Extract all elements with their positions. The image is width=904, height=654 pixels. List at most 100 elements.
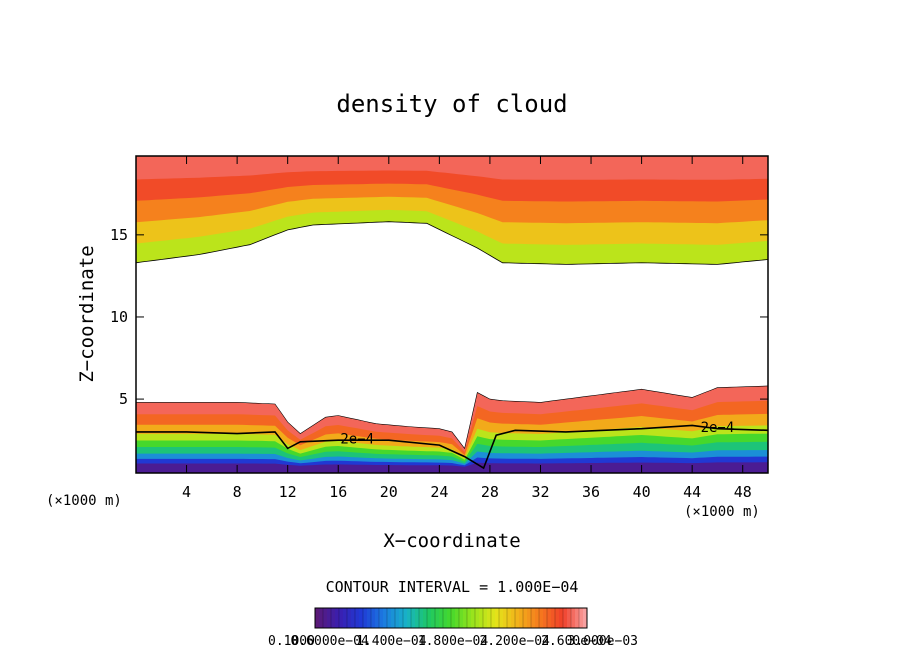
colorbar-cell [483, 608, 488, 628]
x-tick-label: 20 [380, 483, 398, 501]
colorbar-tick-label: 0.1000 [268, 634, 315, 649]
colorbar-cell [459, 608, 464, 628]
colorbar-cell [563, 608, 568, 628]
colorbar-cell [323, 608, 328, 628]
colorbar-cell [423, 608, 428, 628]
lower-band [136, 462, 768, 473]
colorbar-cell [535, 608, 540, 628]
colorbar-cell [427, 608, 432, 628]
colorbar-cell [519, 608, 524, 628]
upper-cloud-layer [136, 156, 768, 265]
colorbar-cell [391, 608, 396, 628]
y-axis-label: Z−coordinate [76, 245, 98, 382]
colorbar-cell [331, 608, 336, 628]
x-unit-right: (×1000 m) [684, 504, 760, 520]
colorbar-cell [559, 608, 564, 628]
colorbar-tick-label: 2.600e−04 [541, 634, 612, 649]
colorbar-cell [387, 608, 392, 628]
colorbar-tick-label: 1.800e−04 [418, 634, 489, 649]
colorbar-cell [479, 608, 484, 628]
colorbar-cell [435, 608, 440, 628]
colorbar-cell [475, 608, 480, 628]
colorbar-cell [455, 608, 460, 628]
colorbar-cell [467, 608, 472, 628]
x-tick-label: 24 [430, 483, 448, 501]
colorbar-cell [503, 608, 508, 628]
colorbar-cell [571, 608, 576, 628]
colorbar-tick-label: 3.000e−03 [568, 634, 638, 649]
x-tick-label: 36 [582, 483, 600, 501]
colorbar-cell [495, 608, 500, 628]
colorbar-cell [411, 608, 416, 628]
x-axis-ticks: 4 8 12 16 20 24 28 32 36 40 44 48 [182, 156, 752, 501]
contour-labels: 2e−4 2e−4 [340, 420, 734, 447]
x-axis-label: X−coordinate [383, 530, 520, 552]
colorbar-cell [399, 608, 404, 628]
colorbar-cell [491, 608, 496, 628]
x-tick-label: 44 [683, 483, 701, 501]
chart-title: density of cloud [336, 90, 567, 118]
colorbar-cell [447, 608, 452, 628]
x-tick-label: 8 [233, 483, 242, 501]
colorbar-cell [347, 608, 352, 628]
x-unit-left: (×1000 m) [46, 493, 122, 509]
y-tick-label: 10 [110, 308, 128, 326]
y-tick-label: 15 [110, 226, 128, 244]
plot-area [136, 156, 768, 473]
colorbar-cell [583, 608, 588, 628]
contour-2e-4-line [136, 424, 768, 470]
x-tick-label: 32 [531, 483, 549, 501]
colorbar-cell [343, 608, 348, 628]
colorbar-cell [363, 608, 368, 628]
colorbar-cell [355, 608, 360, 628]
colorbar-tick-label: 1.400e−04 [356, 634, 427, 649]
colorbar-labels: 0.10000.6000e−041.400e−041.800e−042.200e… [268, 634, 638, 649]
lower-cloud-layer [136, 385, 768, 473]
colorbar-cell [375, 608, 380, 628]
colorbar-cell [383, 608, 388, 628]
colorbar-cell [403, 608, 408, 628]
colorbar-cell [539, 608, 544, 628]
colorbar-cell [407, 608, 412, 628]
x-tick-label: 12 [279, 483, 297, 501]
upper-band [136, 156, 768, 180]
colorbar-cell [431, 608, 436, 628]
y-tick-label: 5 [119, 390, 128, 408]
upper-boundary-line [136, 221, 768, 265]
colorbar-cell [379, 608, 384, 628]
colorbar-cell [555, 608, 560, 628]
colorbar-cell [463, 608, 468, 628]
x-tick-label: 48 [734, 483, 752, 501]
contour-label: 2e−4 [340, 432, 374, 448]
colorbar-cell [499, 608, 504, 628]
x-tick-label: 40 [633, 483, 651, 501]
colorbar-cell [443, 608, 448, 628]
colorbar-cell [419, 608, 424, 628]
colorbar-tick-label: 0.6000e−04 [291, 634, 369, 649]
contour-interval-label: CONTOUR INTERVAL = 1.000E−04 [326, 578, 579, 596]
colorbar-cell [327, 608, 332, 628]
colorbar-cell [315, 608, 320, 628]
colorbar-cell [515, 608, 520, 628]
plot-frame [135, 155, 769, 474]
colorbar-cell [523, 608, 528, 628]
colorbar-cell [395, 608, 400, 628]
colorbar [314, 608, 588, 628]
colorbar-cell [547, 608, 552, 628]
colorbar-tick-label: 2.200e−04 [479, 634, 550, 649]
colorbar-cell [335, 608, 340, 628]
contour-lines [136, 424, 768, 470]
colorbar-cell [451, 608, 456, 628]
contour-label: 2e−4 [701, 420, 735, 436]
x-tick-label: 4 [182, 483, 191, 501]
colorbar-cell [471, 608, 476, 628]
colorbar-cell [527, 608, 532, 628]
colorbar-frame [314, 607, 588, 629]
colorbar-cell [367, 608, 372, 628]
colorbar-cell [359, 608, 364, 628]
colorbar-cell [319, 608, 324, 628]
colorbar-cell [531, 608, 536, 628]
colorbar-cell [507, 608, 512, 628]
colorbar-cell [575, 608, 580, 628]
